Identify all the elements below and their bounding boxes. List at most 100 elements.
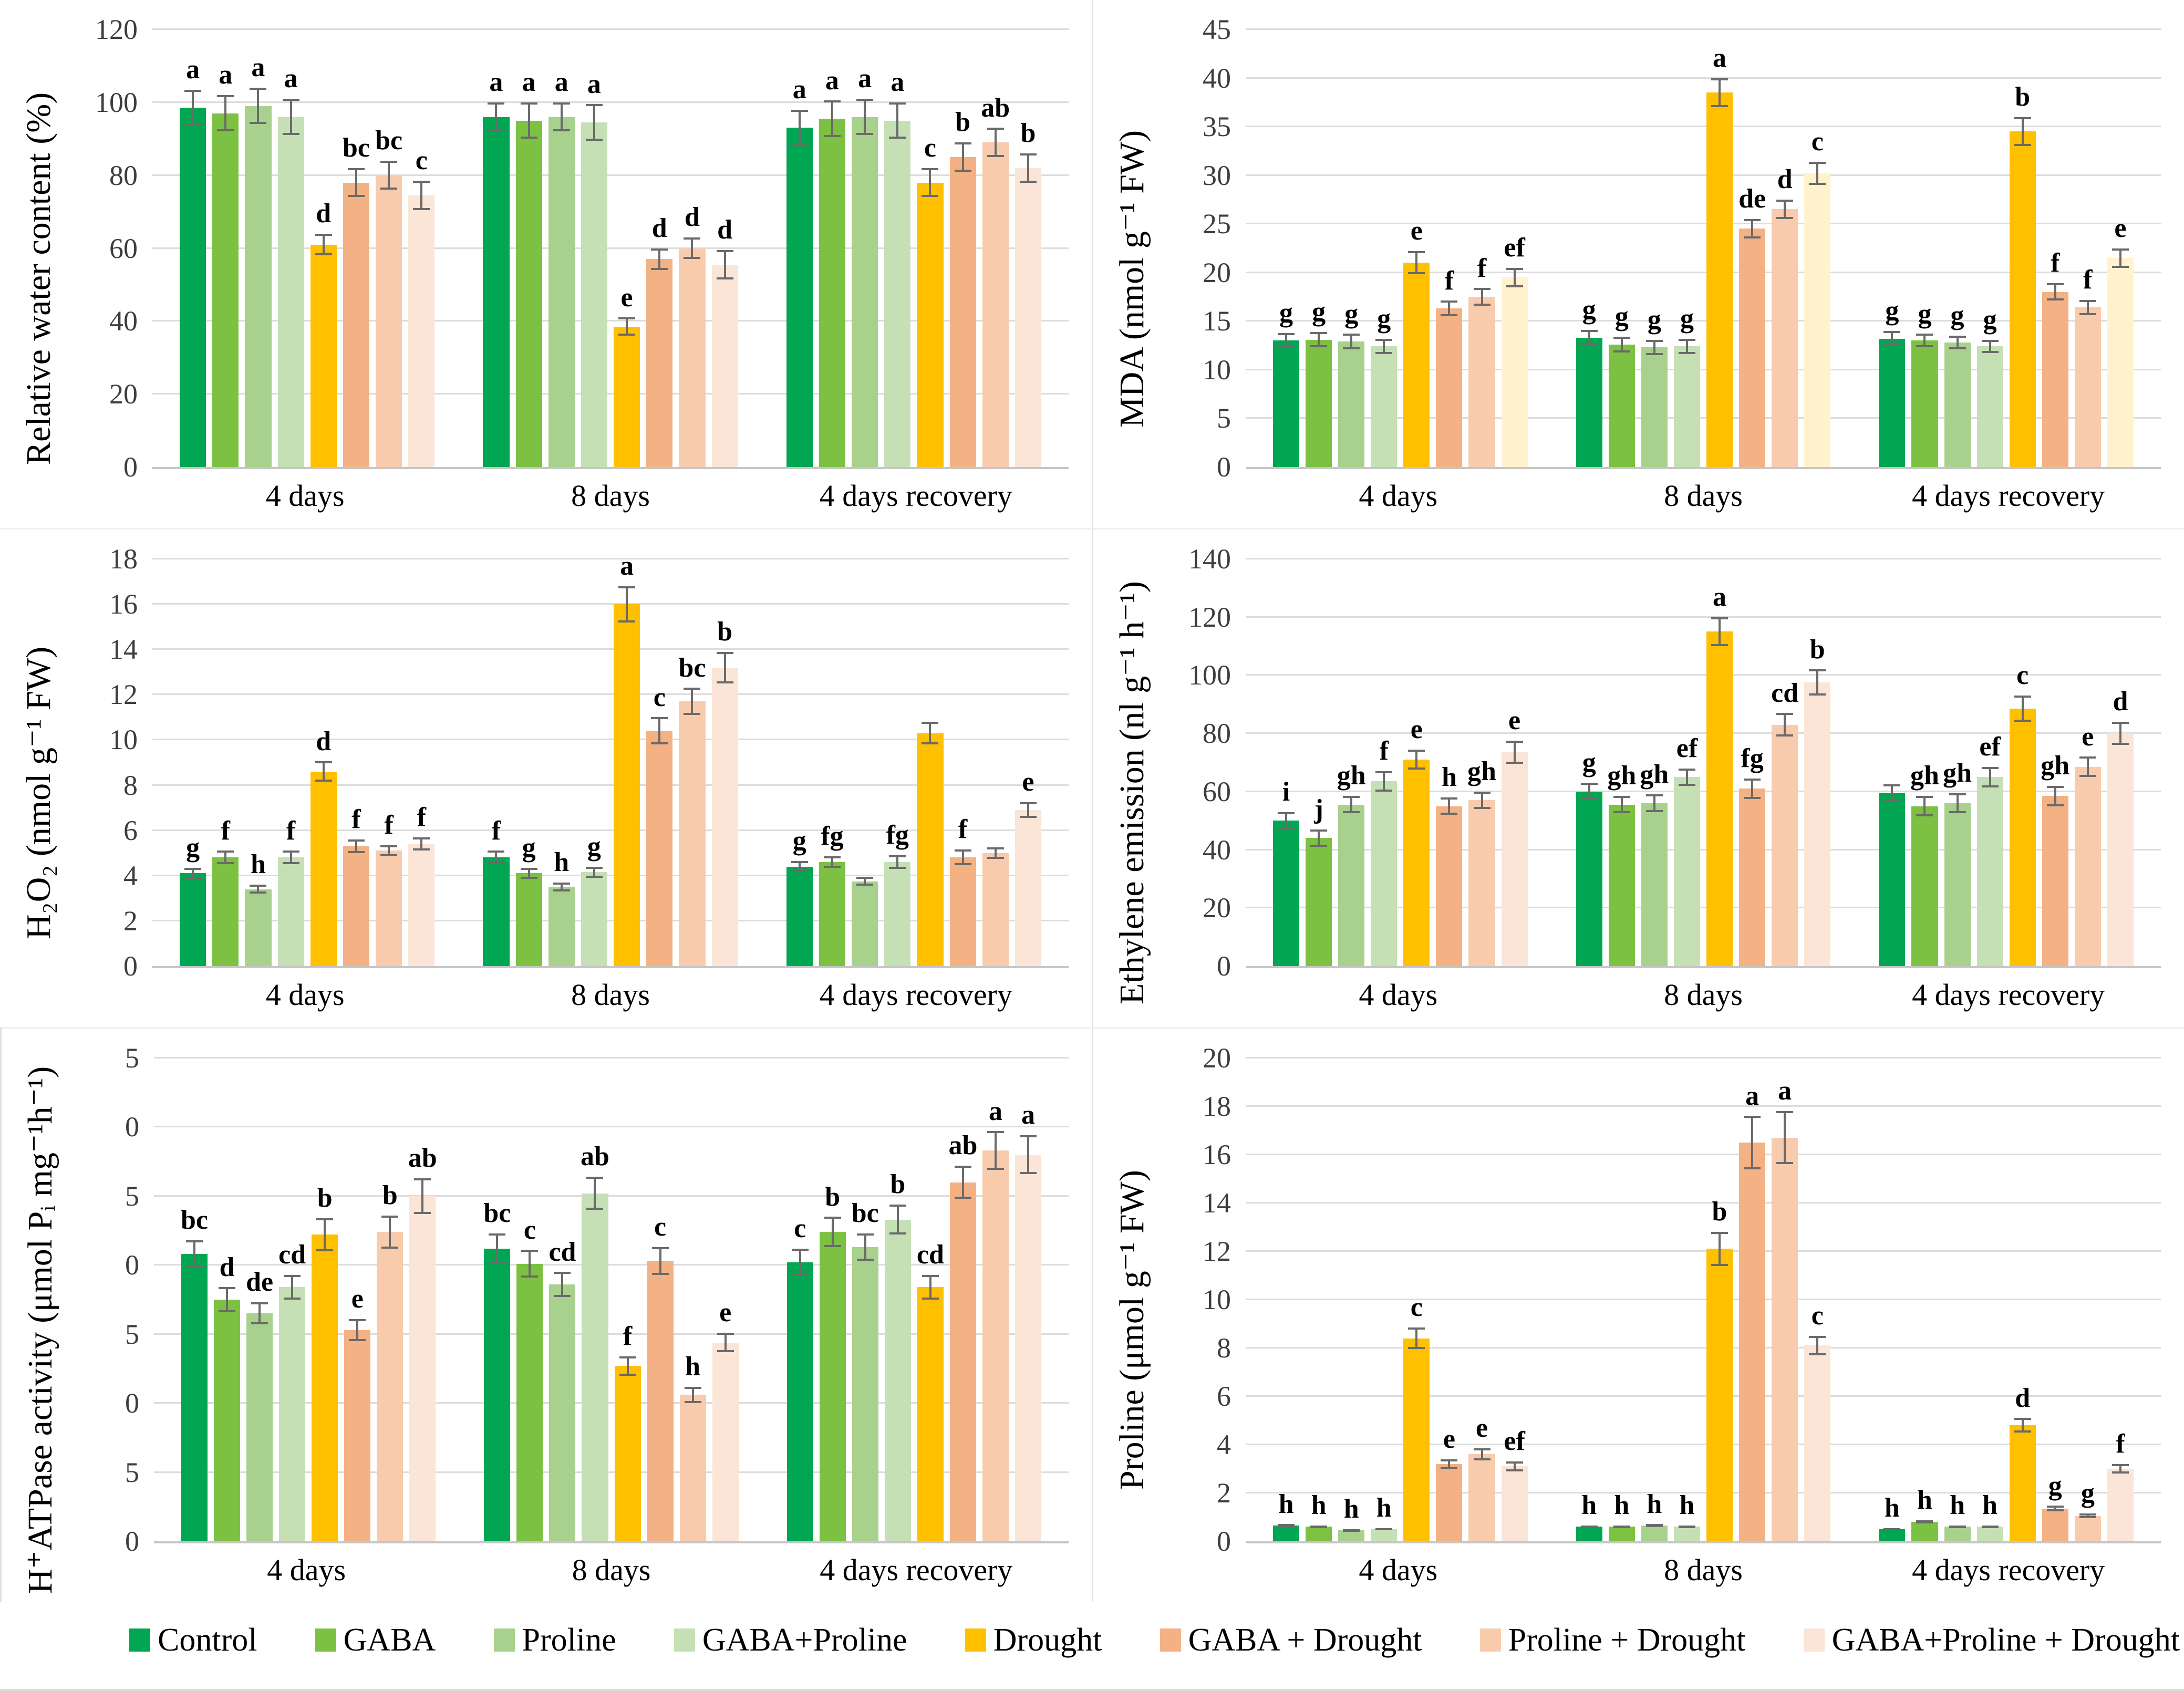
sig-letter: a (554, 67, 568, 98)
error-bar (282, 850, 299, 865)
bar-slot: de (1738, 29, 1766, 467)
legend: Control GABA Proline GABA+Proline Drought GAB… (0, 1602, 2184, 1691)
bar-groups: a a a a d bc bc c a a a a e d d d a a a a c b ab b (152, 29, 1069, 467)
bar-groups: h h h h c e e ef h h h h b a a c h h h h d g g f (1246, 1058, 2161, 1541)
x-axis-labels: 4 days 8 days 4 days recovery (1246, 469, 2161, 528)
error-bar (2046, 785, 2064, 806)
bar-slot: a (786, 29, 813, 467)
bar-slot: h (548, 559, 575, 966)
bar (2042, 796, 2068, 966)
bar-group: h h h h c e e ef (1249, 1058, 1552, 1541)
y-tick-label: 2 (1217, 1477, 1231, 1509)
bar (711, 264, 738, 467)
gridline (1246, 1057, 2161, 1059)
y-tick-label: 25 (1203, 208, 1231, 240)
bar (310, 771, 337, 966)
error-bar (1981, 339, 1999, 354)
bar (1772, 209, 1798, 467)
bar-slot: gh (1910, 559, 1939, 966)
sig-letter: f (491, 815, 501, 846)
error-bar (1473, 1448, 1490, 1460)
y-tick-label: 5 (125, 1456, 139, 1488)
error-bar (1645, 339, 1663, 356)
chart-area: 0 20 40 60 80 100 120 a a a a d bc bc c a a a a e d d d a a a a c b a… (64, 15, 1069, 528)
bar-slot: c (917, 29, 944, 467)
bar (2107, 1469, 2134, 1541)
sig-letter: a (1778, 1076, 1792, 1106)
chart-area: 0 5 0 5 0 5 0 5 bc d de cd b e b ab bc c cd ab f c h e c b bc b cd ab… (66, 1044, 1069, 1602)
bar (408, 195, 435, 467)
error-bar (1473, 288, 1490, 306)
bar-groups: bc d de cd b e b ab bc c cd ab f c h e c b bc b cd ab a a (154, 1058, 1069, 1541)
bar-slot: f (277, 559, 304, 966)
bar (581, 122, 608, 467)
sig-letter: f (1444, 265, 1454, 296)
bar (1911, 340, 1938, 467)
bar-slot: e (1436, 1058, 1463, 1541)
error-bar (184, 89, 202, 126)
bar (1576, 337, 1602, 467)
sig-letter: c (924, 133, 936, 163)
bar-slot: a (277, 29, 304, 467)
bar (483, 857, 510, 966)
gridline (1246, 28, 2161, 30)
error-bar (1278, 1524, 1295, 1527)
error-bar (684, 237, 701, 260)
sig-letter: h (1311, 1490, 1327, 1520)
sig-letter: gh (1607, 761, 1637, 791)
bar (1879, 338, 1906, 467)
gridline (1246, 674, 2161, 676)
bar-slot: a (581, 29, 608, 467)
error-bar (553, 102, 570, 132)
bar (949, 157, 976, 467)
error-bar (217, 95, 234, 132)
error-bar (1949, 793, 1966, 814)
x-category-label: 4 days recovery (820, 1553, 1013, 1587)
gridline (154, 1264, 1069, 1266)
y-tick-label: 20 (1203, 256, 1231, 288)
error-bar (1408, 251, 1425, 275)
gridline (1246, 77, 2161, 79)
bar (1501, 752, 1528, 966)
x-category-label: 4 days (1359, 1553, 1438, 1587)
error-bar (1019, 153, 1037, 183)
bar-slot: g (1306, 29, 1332, 467)
y-tick-label: 0 (123, 950, 138, 982)
bar (1976, 1527, 2003, 1541)
sig-letter: e (1410, 714, 1423, 744)
error-bar (2111, 1464, 2129, 1474)
bar (2042, 292, 2068, 467)
sig-letter: b (717, 616, 733, 647)
bar (408, 844, 435, 966)
bar (180, 873, 206, 966)
error-bar (1613, 796, 1630, 814)
bar-slot: a (614, 552, 640, 966)
error-bar (1375, 771, 1393, 792)
sig-letter: a (1021, 1100, 1035, 1130)
bar (949, 1182, 976, 1541)
sig-letter: f (1477, 253, 1487, 283)
bar (711, 667, 738, 966)
plot-area: 0 20 40 60 80 100 120 140 i j gh f e h gh e g gh gh ef a fg cd… (1188, 545, 2161, 980)
error-bar (684, 688, 701, 715)
legend-color-swatch (965, 1628, 986, 1652)
bar-slot: a (1015, 1058, 1042, 1541)
plot-area: 0 20 40 60 80 100 120 a a a a d bc bc c a a a a e d d d a a a a c b a… (95, 15, 1069, 481)
sig-letter: a (219, 60, 233, 90)
bar-slot: f (949, 559, 976, 966)
sig-letter: ab (408, 1143, 437, 1173)
bar-group: bc d de cd b e b ab (157, 1058, 460, 1541)
error-bar (1711, 617, 1728, 647)
bar-slot: j (1306, 559, 1332, 966)
sig-letter: b (2015, 81, 2031, 112)
chart-area: 0 20 40 60 80 100 120 140 i j gh f e h gh e g gh gh ef a fg cd… (1157, 545, 2161, 1027)
x-category-label: 4 days (267, 1553, 346, 1587)
bar (1772, 724, 1798, 966)
sig-letter: de (246, 1267, 274, 1298)
sig-letter: a (792, 74, 806, 105)
sig-letter: gh (1640, 759, 1669, 790)
y-tick-label: 5 (125, 1042, 139, 1074)
bar-slot: h (1879, 1058, 1906, 1541)
y-tick-label: 5 (125, 1318, 139, 1350)
